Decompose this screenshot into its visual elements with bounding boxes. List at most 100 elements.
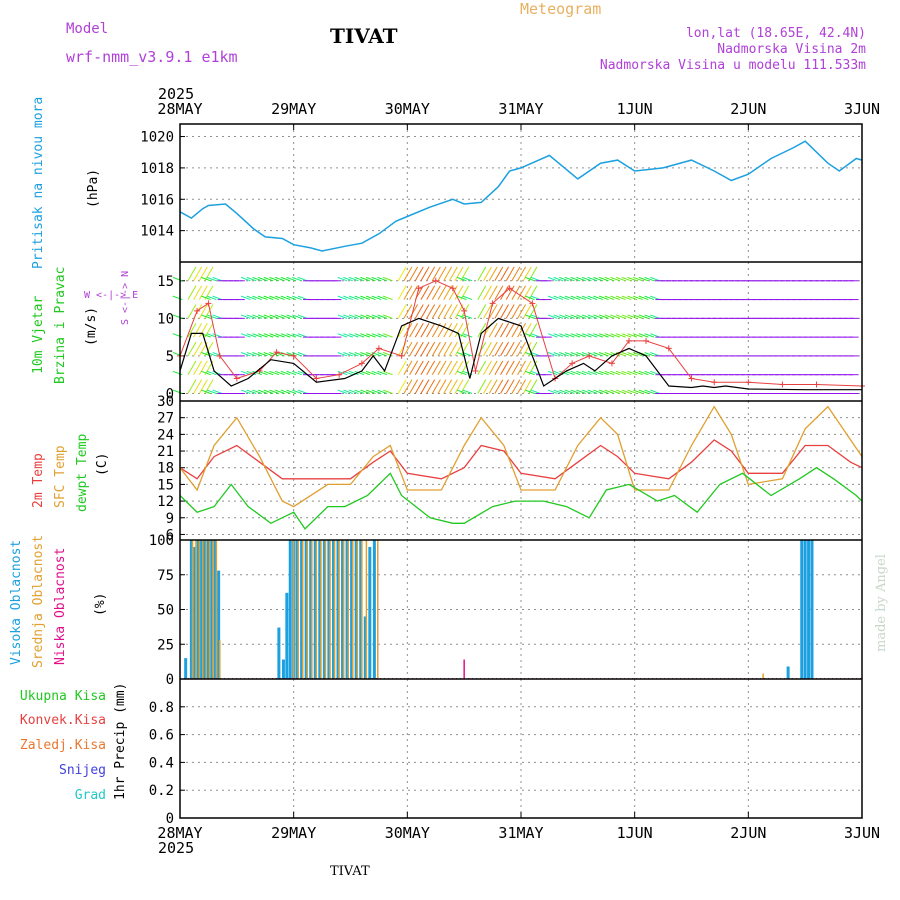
- wind-arrow: [371, 314, 382, 319]
- wind-arrow: [286, 295, 297, 301]
- wind-arrow: [193, 285, 203, 300]
- wind-arrow: [437, 379, 447, 394]
- wind-arrow: [517, 285, 527, 300]
- wind-arrow: [275, 276, 285, 282]
- wind-gust-marker: [290, 352, 297, 359]
- y-tick-label: 5: [166, 349, 174, 365]
- wind-arrow: [193, 360, 203, 375]
- wind-gust-marker: [216, 352, 223, 359]
- wind-arrow: [604, 276, 615, 282]
- wind-arrow: [172, 389, 183, 394]
- high-cloud-bar: [318, 540, 322, 679]
- wind-arrow: [337, 389, 348, 394]
- wind-gust-marker: [205, 300, 212, 307]
- wind-arrow: [431, 266, 441, 282]
- y-tick-label: 0.4: [149, 755, 174, 771]
- wind-arrow: [252, 276, 263, 282]
- wind-arrow: [193, 341, 203, 357]
- wind-arrow: [581, 295, 592, 301]
- wind-arrow: [525, 295, 535, 301]
- wind-arrow: [377, 352, 388, 357]
- wind-arrow: [488, 304, 498, 319]
- wind-arrow: [547, 314, 558, 319]
- y-tick-label: 27: [157, 411, 174, 427]
- y-tick-label: 10: [157, 311, 174, 327]
- wind-arrow: [431, 304, 441, 319]
- wind-arrow: [454, 323, 464, 338]
- wind-speed-line: [179, 317, 862, 391]
- wind-arrow: [403, 304, 413, 319]
- wind-arrow: [263, 370, 274, 376]
- wind-arrow: [437, 304, 447, 319]
- wind-arrow: [593, 389, 604, 394]
- wind-gust-marker: [625, 337, 632, 344]
- wind-arrow: [269, 276, 280, 282]
- wind-gust-marker: [745, 379, 752, 386]
- wind-arrow: [257, 352, 268, 357]
- wind-arrow: [414, 304, 424, 319]
- y-tick-label: 25: [157, 637, 174, 653]
- wind-arrow: [638, 333, 649, 338]
- wind-gust-marker: [336, 371, 343, 378]
- wind-arrow: [511, 341, 521, 357]
- wind-arrow: [204, 266, 214, 282]
- wind-arrow: [488, 341, 498, 357]
- wind-arrow: [505, 323, 515, 338]
- high-cloud-bar: [803, 540, 807, 679]
- precip-label-hail: Grad: [75, 788, 106, 803]
- wind-arrow: [409, 341, 419, 357]
- wind-arrow: [528, 341, 538, 357]
- wind-arrow: [477, 285, 487, 300]
- high-cloud-bar: [363, 616, 367, 679]
- bottom-date-tick: 30MAY: [385, 824, 430, 842]
- wind-arrow: [448, 379, 458, 394]
- wind-arrow: [528, 285, 538, 300]
- wind-arrow: [409, 266, 419, 282]
- wind-arrow: [426, 266, 436, 282]
- wind-arrow: [505, 304, 515, 319]
- wind-arrow: [587, 276, 598, 282]
- wind-arrow: [426, 379, 436, 394]
- y-tick-label: 15: [157, 477, 174, 493]
- wind-arrow: [246, 370, 257, 376]
- high-cloud-bar: [295, 540, 299, 679]
- wind-arrow: [187, 323, 197, 338]
- wind-arrow: [576, 295, 586, 301]
- wind-arrow: [187, 285, 197, 300]
- wind-arrow: [553, 314, 564, 319]
- wind-arrow: [198, 266, 208, 282]
- model-label: Model: [66, 21, 108, 37]
- wind-arrow: [280, 295, 291, 301]
- wind-arrow: [212, 314, 223, 319]
- wind-arrow: [448, 323, 458, 338]
- wind-arrow: [414, 379, 424, 394]
- wind-arrow: [343, 389, 353, 394]
- wind-arrow: [252, 314, 263, 319]
- mid-cloud-bar: [208, 540, 211, 679]
- wind-arrow: [494, 323, 504, 338]
- wind-arrow: [409, 304, 419, 319]
- wind-arrow: [397, 304, 407, 319]
- wind-arrow: [576, 333, 586, 338]
- top-date-tick: 2JUN: [730, 100, 766, 118]
- wind-arrow: [172, 370, 183, 376]
- wind-arrow: [286, 389, 297, 394]
- wind-arrow: [280, 314, 291, 319]
- mid-cloud-bar: [195, 540, 197, 679]
- wind-arrow: [360, 352, 370, 357]
- wind-arrow: [297, 295, 308, 301]
- wind-gust-marker: [711, 379, 718, 386]
- bottom-date-labels: 28MAY 29MAY 30MAY 31MAY 1JUN 2JUN 3JUN: [157, 824, 880, 842]
- wind-arrow: [500, 360, 509, 375]
- wind-arrow: [598, 333, 609, 338]
- wind-arrow: [246, 295, 257, 301]
- high-cloud-bar: [322, 540, 326, 679]
- wind-arrow: [280, 389, 291, 394]
- wind-arrow: [382, 295, 393, 301]
- high-cloud-bar: [304, 540, 308, 679]
- meteogram-title: Meteogram: [520, 0, 601, 18]
- plot-border: [179, 123, 863, 819]
- wind-arrow: [448, 285, 458, 300]
- wind-gust-marker: [461, 307, 468, 314]
- wind-arrow: [280, 333, 291, 338]
